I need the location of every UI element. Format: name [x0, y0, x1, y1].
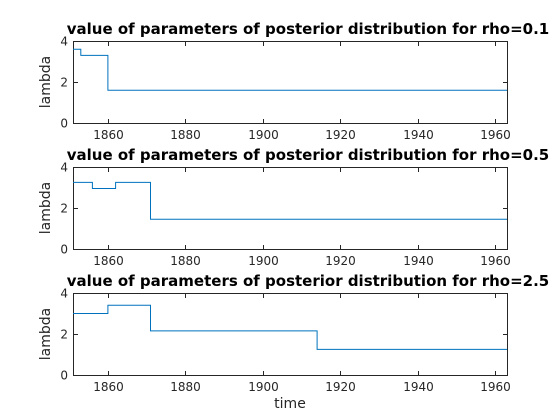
x-tick-label: 1960: [480, 380, 511, 394]
chart-title: value of parameters of posterior distrib…: [67, 20, 550, 38]
x-tick-label: 1900: [248, 254, 279, 268]
y-tick-label: 4: [60, 161, 68, 175]
plot-area: [73, 167, 508, 250]
subplot-3: value of parameters of posterior distrib…: [38, 272, 549, 412]
y-tick-label: 0: [60, 369, 68, 383]
x-tick-label: 1920: [325, 254, 356, 268]
x-tick-label: 1900: [248, 128, 279, 142]
subplot-2: value of parameters of posterior distrib…: [38, 146, 549, 268]
x-tick-label: 1860: [93, 254, 124, 268]
subplot-1: value of parameters of posterior distrib…: [38, 20, 549, 142]
x-tick-label: 1920: [325, 380, 356, 394]
series-line: [73, 48, 507, 91]
x-tick-label: 1960: [480, 128, 511, 142]
x-tick-label: 1900: [248, 380, 279, 394]
x-tick-label: 1860: [93, 380, 124, 394]
x-tick-label: 1940: [403, 380, 434, 394]
x-tick-label: 1880: [170, 380, 201, 394]
y-tick-label: 4: [60, 35, 68, 49]
x-tick-label: 1880: [170, 128, 201, 142]
x-tick-label: 1940: [403, 128, 434, 142]
y-tick-label: 4: [60, 287, 68, 301]
x-tick-label: 1960: [480, 254, 511, 268]
y-axis-label: lambda: [38, 56, 54, 108]
plot-area: [73, 293, 508, 376]
x-tick-label: 1940: [403, 254, 434, 268]
y-axis-label: lambda: [38, 182, 54, 234]
y-tick-label: 2: [60, 202, 68, 216]
y-tick-label: 0: [60, 117, 68, 131]
chart-title: value of parameters of posterior distrib…: [67, 272, 550, 290]
y-axis-label: lambda: [38, 308, 54, 360]
y-tick-label: 2: [60, 76, 68, 90]
series-line: [73, 181, 507, 220]
x-tick-label: 1880: [170, 254, 201, 268]
chart-title: value of parameters of posterior distrib…: [67, 146, 550, 164]
y-tick-label: 0: [60, 243, 68, 257]
plot-area: [73, 41, 508, 124]
x-tick-label: 1860: [93, 128, 124, 142]
x-tick-label: 1920: [325, 128, 356, 142]
y-tick-label: 2: [60, 328, 68, 342]
x-axis-label: time: [274, 396, 306, 412]
series-line: [73, 304, 507, 350]
